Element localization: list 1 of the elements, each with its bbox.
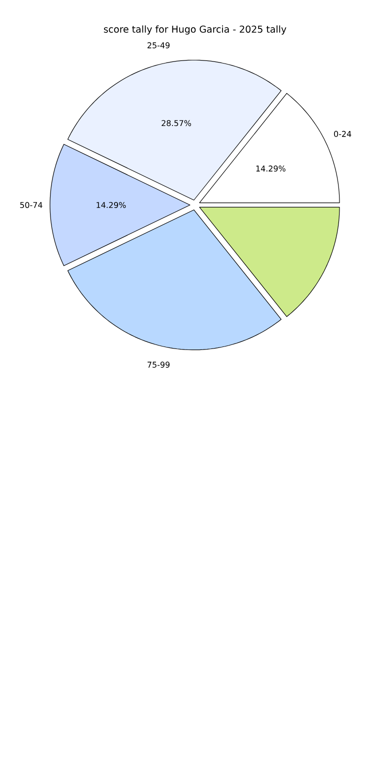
chart-title: score tally for Hugo Garcia - 2025 tally xyxy=(104,25,286,35)
